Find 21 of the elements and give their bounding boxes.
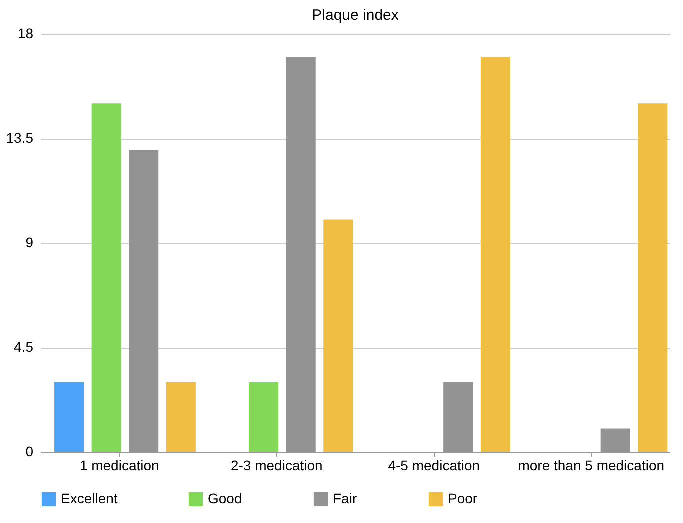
- y-tick-label: 18: [18, 26, 34, 42]
- y-tick-label: 0: [26, 444, 34, 460]
- bar: [92, 104, 122, 452]
- legend-label: Poor: [448, 490, 478, 506]
- bar: [480, 57, 510, 452]
- y-tick-label: 4.5: [14, 339, 34, 355]
- x-tick-label: more than 5 medication: [518, 458, 665, 474]
- x-tick-label: 4-5 medication: [388, 458, 480, 474]
- y-tick-label: 9: [26, 234, 34, 250]
- legend-label: Good: [208, 490, 242, 506]
- bar: [249, 382, 279, 452]
- chart-title: Plaque index: [312, 7, 400, 24]
- legend-label: Excellent: [61, 490, 118, 506]
- bar: [324, 220, 354, 452]
- y-tick-label: 13.5: [6, 130, 34, 146]
- bar: [638, 104, 668, 452]
- legend-label: Fair: [333, 490, 358, 506]
- bar: [166, 382, 196, 452]
- bar: [54, 382, 84, 452]
- x-tick-label: 2-3 medication: [230, 458, 323, 474]
- x-tick-label: 1 medication: [80, 458, 160, 474]
